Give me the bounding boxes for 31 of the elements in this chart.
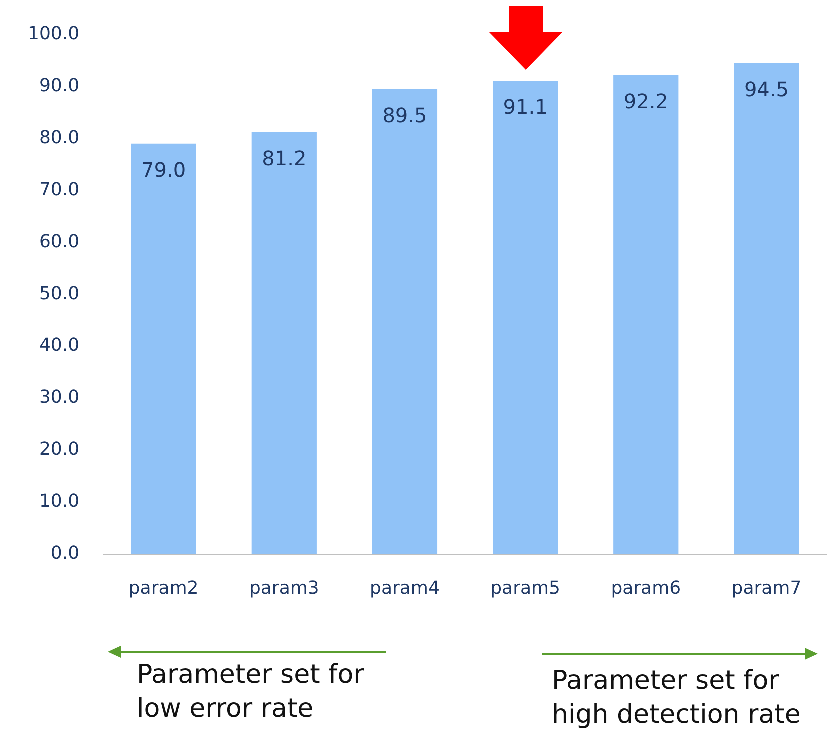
data-label: 81.2 bbox=[262, 146, 307, 171]
data-label: 89.5 bbox=[382, 104, 428, 128]
y-tick-label: 90.0 bbox=[39, 75, 80, 96]
x-tick-label: param7 bbox=[732, 578, 802, 599]
text: Parameter set for high detection rate bbox=[552, 665, 801, 732]
data-label: 79.0 bbox=[142, 158, 186, 182]
bar bbox=[614, 75, 679, 554]
y-tick-label: 20.0 bbox=[39, 439, 80, 460]
bar bbox=[252, 132, 317, 554]
y-tick-label: 30.0 bbox=[39, 387, 80, 408]
y-tick-label: 80.0 bbox=[39, 127, 80, 148]
bar bbox=[372, 89, 438, 554]
x-tick-label: param5 bbox=[490, 578, 560, 599]
text: Parameter set for low error rate bbox=[137, 659, 364, 726]
x-tick-label: param4 bbox=[370, 578, 440, 599]
y-tick-label: 70.0 bbox=[39, 179, 80, 200]
bar bbox=[131, 144, 196, 554]
bar bbox=[734, 63, 800, 554]
y-tick-label: 0.0 bbox=[50, 543, 80, 564]
data-label: 94.5 bbox=[744, 78, 789, 102]
bar bbox=[493, 81, 558, 554]
y-tick-label: 50.0 bbox=[39, 283, 80, 304]
y-tick-label: 10.0 bbox=[39, 491, 80, 512]
x-tick-label: param2 bbox=[128, 578, 199, 599]
x-tick-label: param6 bbox=[611, 578, 682, 599]
y-tick-label: 40.0 bbox=[39, 335, 80, 356]
y-tick-label: 100.0 bbox=[28, 23, 80, 44]
data-label: 92.2 bbox=[624, 90, 668, 114]
y-tick-label: 60.0 bbox=[39, 231, 80, 252]
x-tick-label: param3 bbox=[249, 578, 320, 599]
data-label: 91.1 bbox=[503, 95, 548, 120]
